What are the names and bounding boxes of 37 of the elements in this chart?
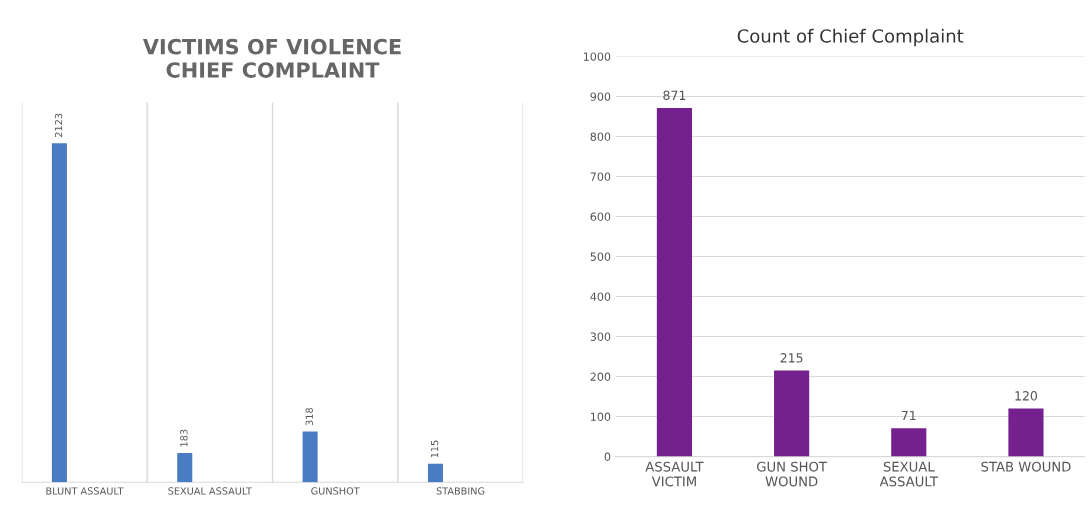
x-tick-label: STABBING — [436, 487, 485, 495]
y-tick-label: 0 — [604, 452, 611, 461]
data-label: 120 — [1015, 391, 1038, 401]
y-tick-label: 100 — [591, 412, 611, 421]
y-tick-label: 300 — [590, 332, 611, 341]
data-label: 115 — [431, 440, 439, 458]
bar — [774, 370, 810, 457]
y-tick-label: 500 — [590, 252, 611, 261]
y-tick-label: 700 — [590, 172, 611, 181]
data-label: 2123 — [54, 113, 63, 138]
y-tick-label: 800 — [590, 132, 611, 141]
chart-title: VICTIMS OF VIOLENCE CHIEF COMPLAINT — [142, 38, 401, 78]
bar — [427, 463, 443, 483]
bar — [656, 108, 693, 457]
x-tick-label: STAB WOUND — [981, 461, 1071, 472]
y-tick-label: 600 — [590, 212, 611, 221]
bar — [51, 143, 67, 483]
bar — [1008, 408, 1044, 457]
x-tick-label: SEXUAL ASSAULT — [168, 487, 252, 495]
y-tick-label: 900 — [590, 92, 611, 101]
data-label: 318 — [305, 408, 313, 426]
x-tick-label: SEXUAL ASSAULT — [879, 461, 938, 487]
bar — [177, 453, 193, 483]
y-tick-label: 1000 — [583, 52, 611, 61]
x-tick-label: GUN SHOT WOUND — [757, 461, 827, 487]
x-tick-label: GUNSHOT — [311, 487, 360, 495]
x-tick-label: ASSAULT VICTIM — [645, 461, 704, 487]
data-label: 183 — [180, 429, 188, 447]
data-label: 871 — [663, 90, 686, 101]
chart-title: Count of Chief Complaint — [737, 28, 964, 47]
data-label: 215 — [780, 353, 803, 363]
y-tick-label: 400 — [590, 292, 611, 301]
bar — [891, 428, 927, 457]
x-tick-label: BLUNT ASSAULT — [46, 487, 124, 495]
data-label: 71 — [901, 410, 916, 420]
y-tick-label: 200 — [590, 372, 611, 381]
bar — [302, 431, 318, 483]
